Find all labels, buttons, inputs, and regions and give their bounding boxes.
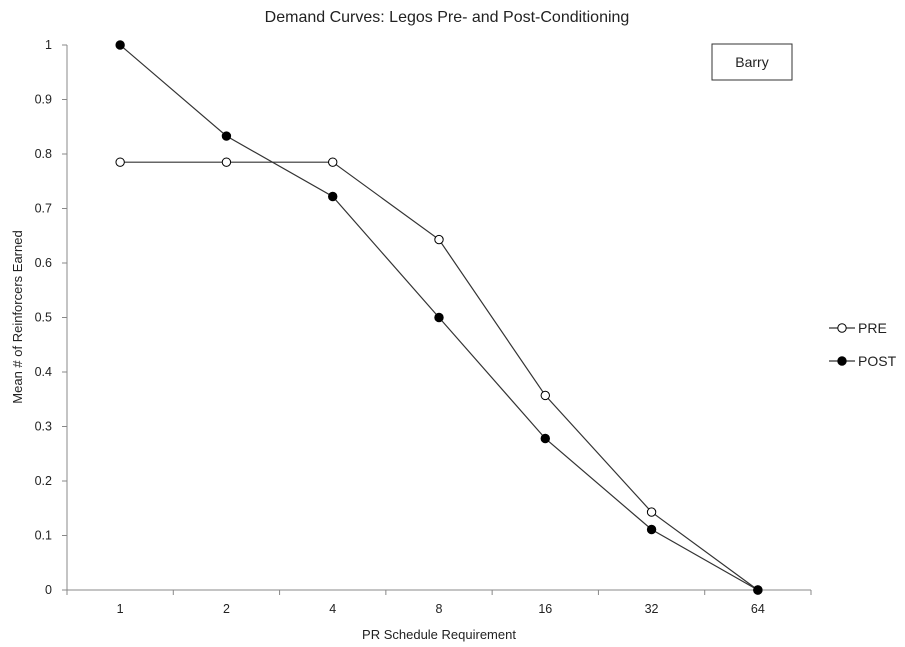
x-ticks: 1 2 4 8 16 32 64 — [66, 590, 812, 616]
chart-title: Demand Curves: Legos Pre- and Post-Condi… — [265, 9, 630, 26]
data-point-post — [328, 191, 338, 202]
y-tick-label: 0.1 — [35, 529, 52, 543]
y-tick-label: 0.2 — [35, 474, 52, 488]
data-point-post — [221, 131, 232, 141]
legend-marker-pre — [837, 323, 847, 333]
data-point-pre — [221, 157, 232, 167]
series-layer — [115, 40, 763, 595]
annotation-frame — [711, 43, 793, 81]
y-tick-label: 0.7 — [35, 202, 52, 216]
x-tick-label: 4 — [329, 602, 336, 616]
x-tick-label: 64 — [751, 602, 765, 616]
x-tick-label: 32 — [645, 602, 659, 616]
data-point-pre — [434, 234, 444, 245]
y-tick-label: 0.6 — [35, 256, 52, 270]
data-point-post — [540, 433, 550, 444]
y-tick-label: 0.9 — [35, 93, 52, 107]
y-tick-label: 0 — [45, 583, 52, 597]
annotation-box: Barry — [711, 43, 793, 81]
data-point-post — [753, 585, 763, 595]
y-tick-label: 0.8 — [35, 147, 52, 161]
data-point-pre — [646, 507, 657, 517]
legend-marker-post — [837, 356, 847, 366]
data-point-post — [646, 524, 657, 535]
data-point-post — [115, 40, 125, 50]
legend: PRE POST — [829, 320, 897, 369]
data-point-post — [434, 312, 444, 323]
data-point-pre — [328, 157, 338, 167]
x-tick-label: 16 — [538, 602, 552, 616]
y-tick-label: 0.4 — [35, 365, 52, 379]
x-tick-label: 8 — [436, 602, 443, 616]
data-point-pre — [540, 390, 550, 401]
legend-label-post: POST — [858, 353, 897, 369]
y-tick-label: 1 — [45, 38, 52, 52]
y-tick-label: 0.3 — [35, 420, 52, 434]
y-axis-label: Mean # of Reinforcers Earned — [10, 230, 25, 403]
y-tick-label: 0.5 — [35, 311, 52, 325]
legend-label-pre: PRE — [858, 320, 887, 336]
x-axis-label: PR Schedule Requirement — [362, 627, 516, 642]
y-ticks: 0 0.1 0.2 0.3 0.4 0.5 0.6 0.7 0.8 0.9 1 — [35, 38, 67, 597]
data-point-pre — [115, 157, 125, 167]
x-tick-label: 2 — [223, 602, 230, 616]
annotation-label: Barry — [735, 54, 768, 70]
series-line-pre — [120, 161, 759, 591]
x-tick-label: 1 — [117, 602, 124, 616]
